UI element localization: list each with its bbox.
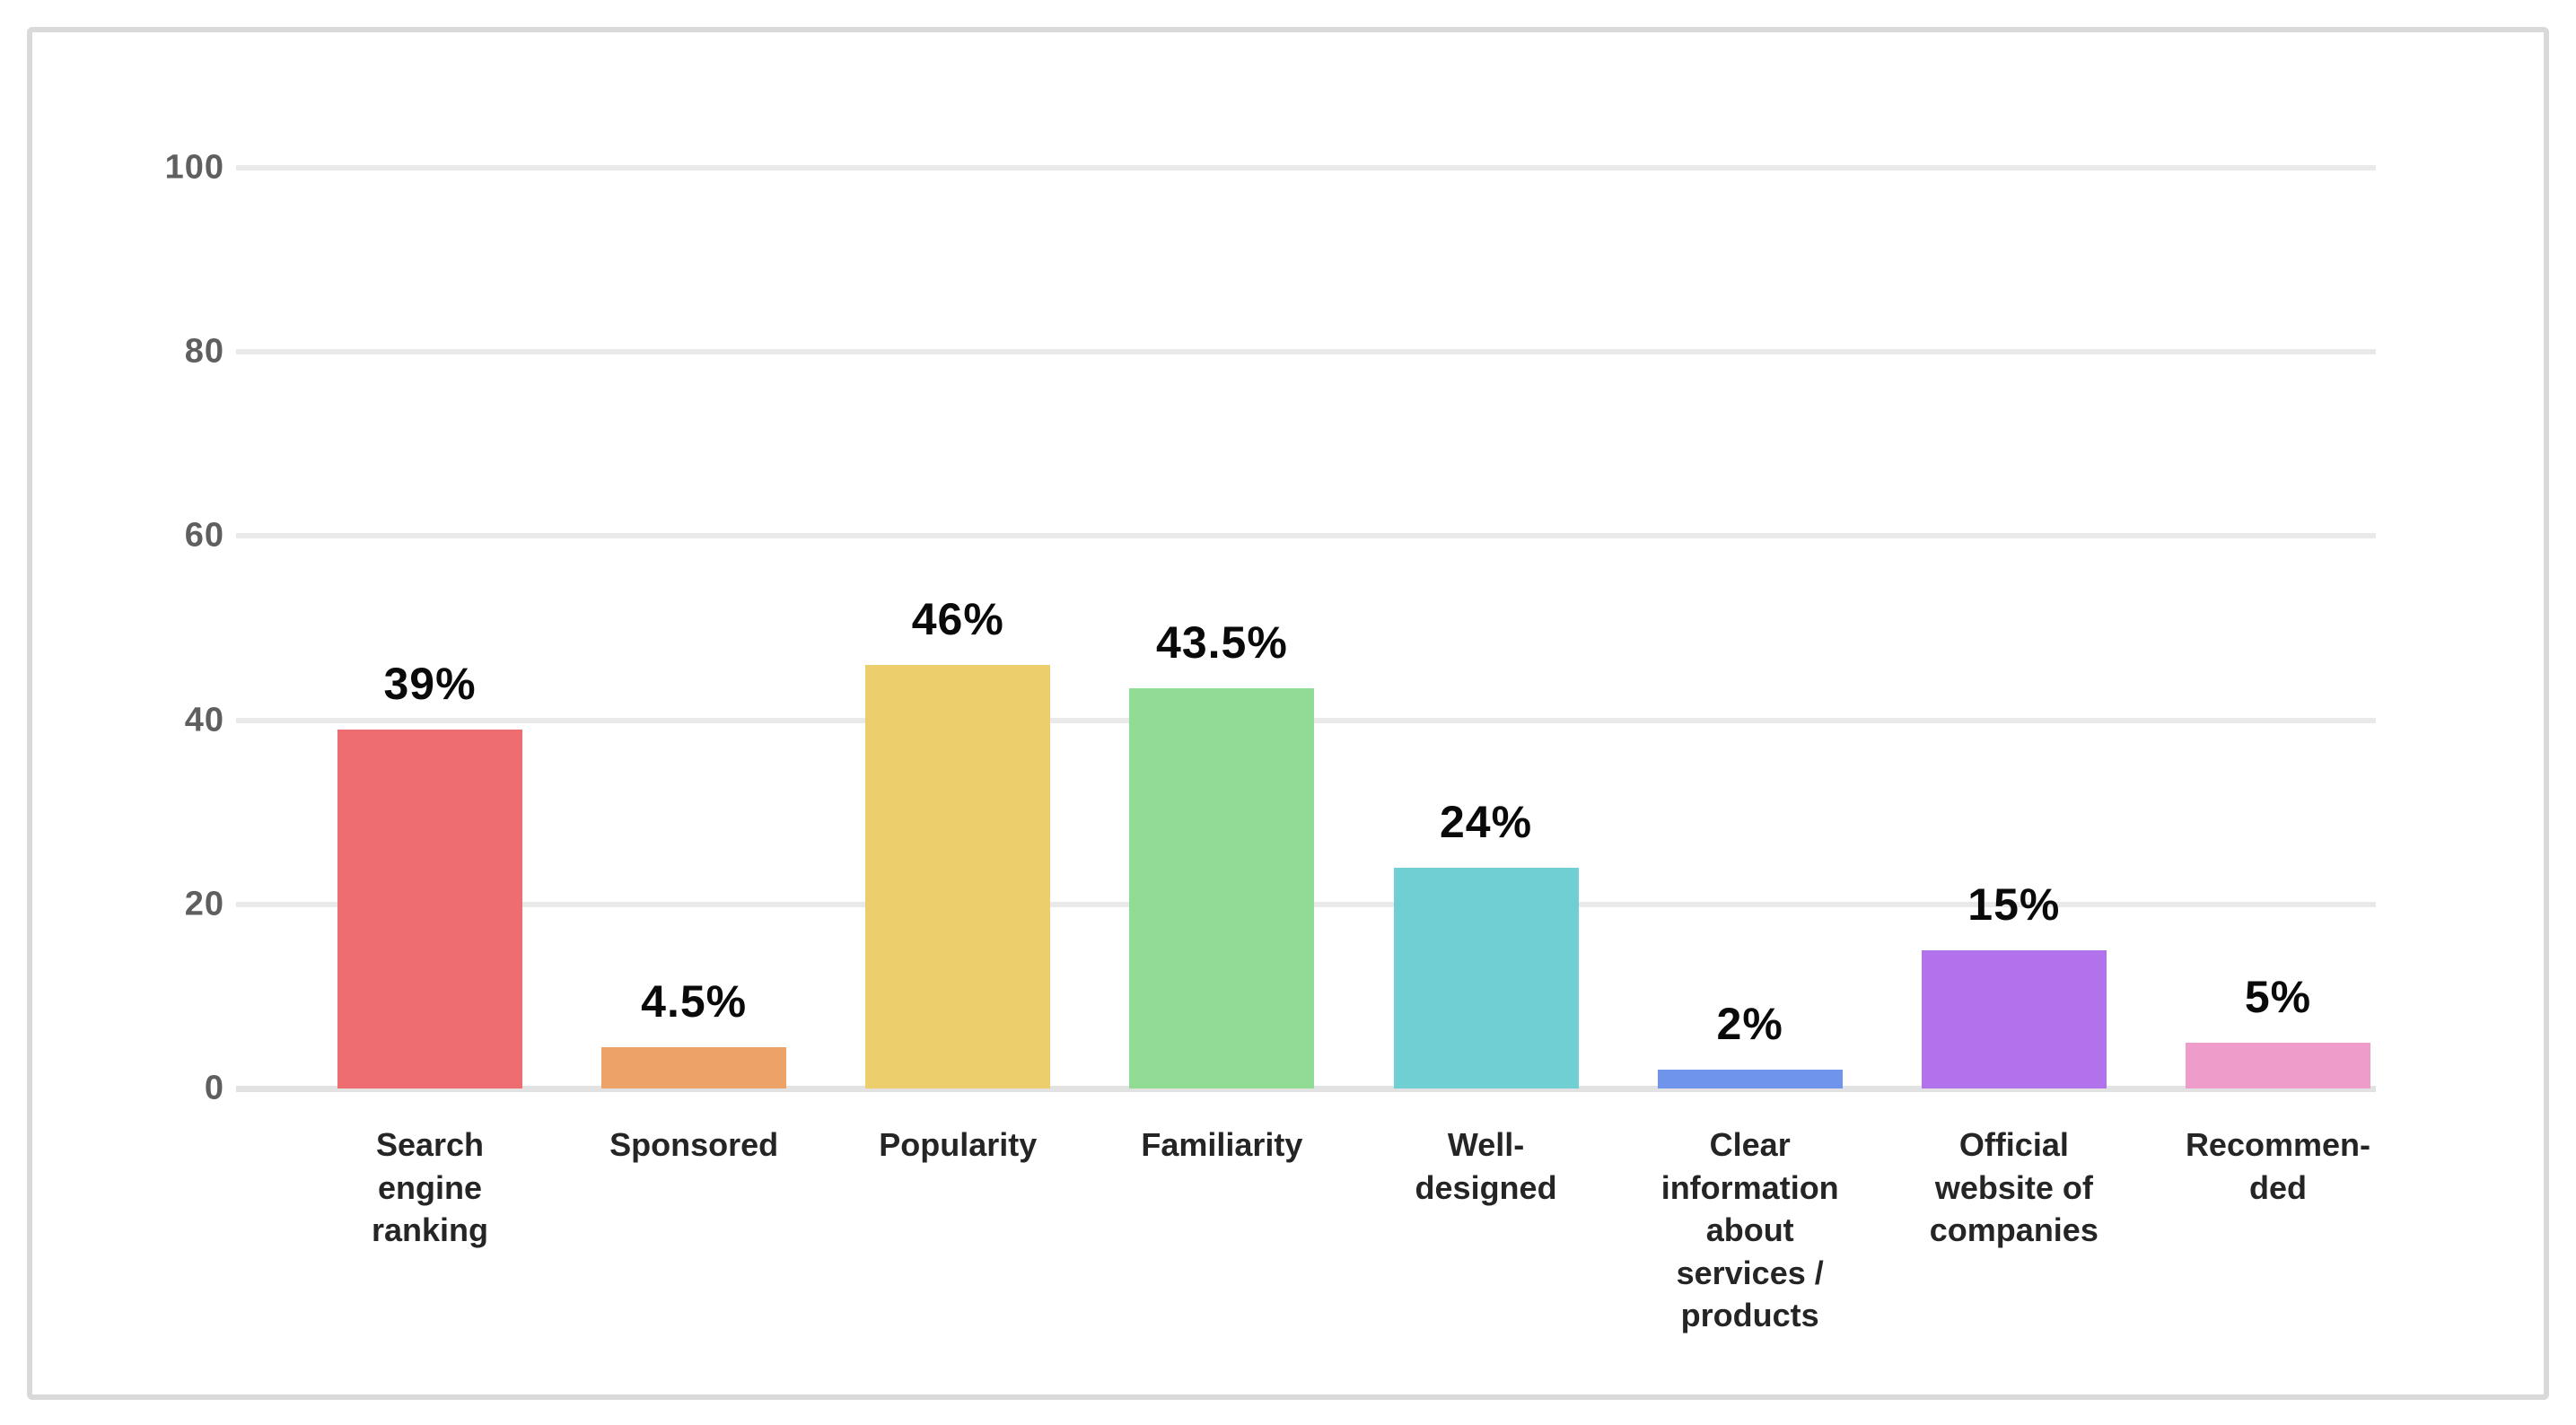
bar	[865, 665, 1050, 1088]
gridline	[236, 165, 2376, 170]
bar-value-label: 39%	[383, 659, 477, 709]
category-label: Popularity	[879, 1126, 1038, 1163]
y-tick-label: 40	[184, 701, 224, 739]
bar	[337, 730, 522, 1088]
y-tick-label: 80	[184, 332, 224, 371]
y-tick-label: 0	[204, 1069, 224, 1107]
category-label: Familiarity	[1141, 1126, 1303, 1163]
bar-value-label: 46%	[911, 594, 1004, 644]
gridline	[236, 349, 2376, 355]
y-tick-label: 60	[184, 516, 224, 555]
y-tick-label: 20	[184, 885, 224, 923]
bar	[2186, 1043, 2370, 1088]
category-label: Clear information about services / produ…	[1660, 1126, 1839, 1334]
category-label: Official website of companies	[1929, 1126, 2098, 1249]
category-label: Well- designed	[1415, 1126, 1557, 1206]
bar-value-label: 15%	[1967, 879, 2061, 930]
bar	[1922, 950, 2107, 1088]
bar	[1394, 868, 1579, 1088]
x-axis-baseline	[236, 1086, 2376, 1092]
gridline	[236, 533, 2376, 539]
category-label: Recommen- ded	[2185, 1126, 2370, 1206]
bar-value-label: 24%	[1440, 797, 1533, 847]
bar	[1658, 1070, 1843, 1088]
category-label: Search engine ranking	[371, 1126, 489, 1249]
category-label: Sponsored	[609, 1126, 779, 1163]
bar-value-label: 5%	[2244, 972, 2312, 1022]
bar	[601, 1047, 786, 1088]
bar	[1129, 688, 1314, 1088]
bar-value-label: 2%	[1716, 999, 1783, 1049]
bar-value-label: 43.5%	[1156, 617, 1288, 668]
bar-value-label: 4.5%	[641, 976, 748, 1027]
y-tick-label: 100	[164, 148, 224, 187]
